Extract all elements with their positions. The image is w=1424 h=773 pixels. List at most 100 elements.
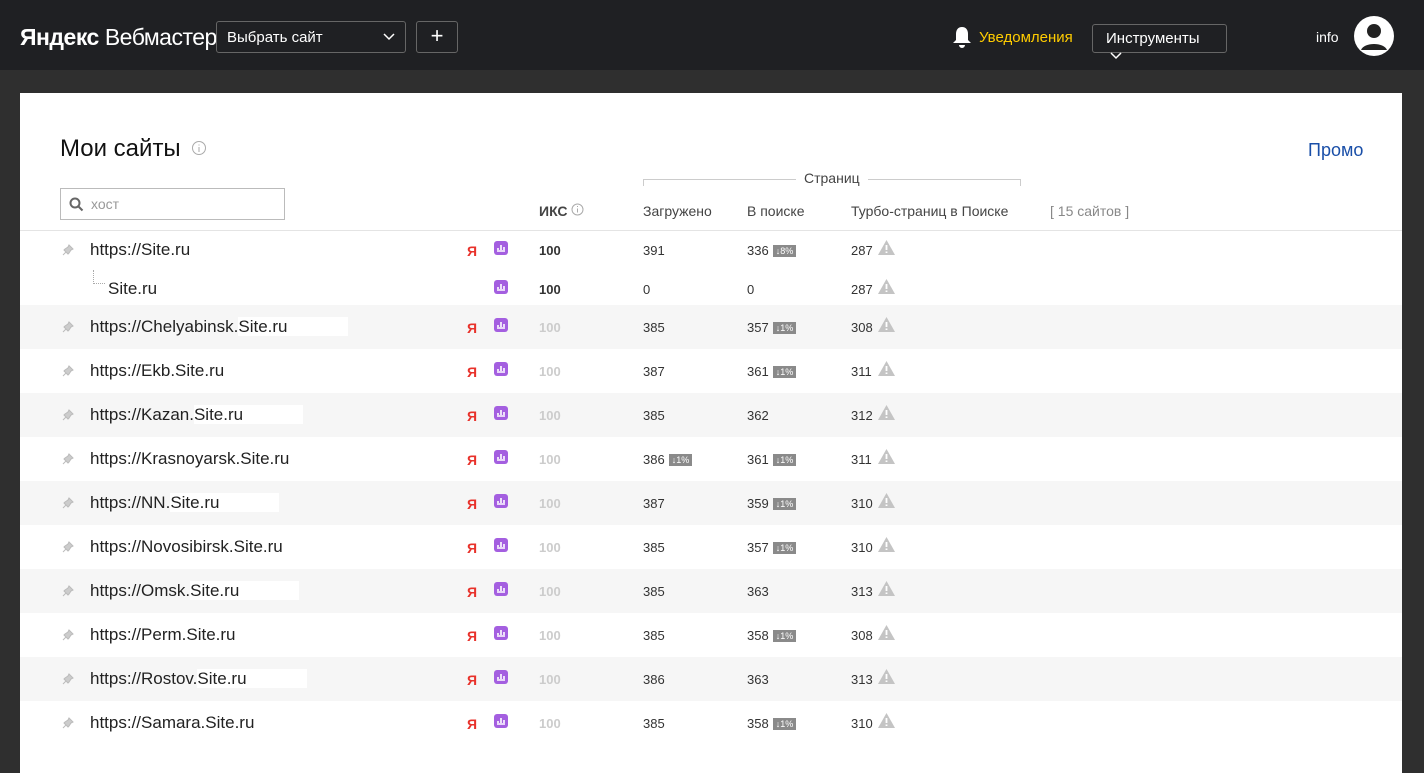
warning-icon[interactable] bbox=[877, 404, 896, 426]
pin-icon[interactable] bbox=[62, 716, 74, 734]
turbo-icon[interactable] bbox=[493, 581, 509, 602]
yandex-icon: Я bbox=[467, 716, 478, 732]
loaded-cell: 385 bbox=[643, 408, 665, 423]
user-name[interactable]: info bbox=[1316, 29, 1339, 45]
host-domain: Site.ru bbox=[190, 581, 300, 600]
turbo-header[interactable]: Турбо-страниц в Поиске bbox=[851, 203, 1009, 219]
turbo-icon[interactable] bbox=[493, 240, 509, 261]
promo-link[interactable]: Промо bbox=[1308, 140, 1364, 160]
warning-icon[interactable] bbox=[877, 624, 896, 646]
site-select[interactable]: Выбрать сайт bbox=[216, 21, 406, 53]
site-host[interactable]: https://Samara.Site.ru bbox=[90, 713, 315, 733]
loaded-value: 385 bbox=[643, 716, 665, 731]
pin-icon[interactable] bbox=[62, 243, 74, 261]
warning-icon[interactable] bbox=[877, 278, 896, 300]
turbo-cell: 311 bbox=[851, 452, 872, 467]
warning-icon[interactable] bbox=[877, 360, 896, 382]
site-host[interactable]: https://NN.Site.ru bbox=[90, 493, 280, 513]
tools-label: Инструменты bbox=[1106, 30, 1200, 47]
turbo-cell: 308 bbox=[851, 320, 873, 335]
host-search[interactable]: хост bbox=[60, 188, 285, 220]
warning-icon[interactable] bbox=[877, 668, 896, 690]
site-host[interactable]: https://Chelyabinsk.Site.ru bbox=[90, 317, 348, 337]
yandex-icon: Я bbox=[467, 452, 478, 468]
warning-icon[interactable] bbox=[877, 536, 896, 558]
turbo-icon[interactable] bbox=[493, 493, 509, 514]
yandex-icon: Я bbox=[467, 672, 478, 688]
pin-icon[interactable] bbox=[62, 320, 74, 338]
site-host[interactable]: https://Perm.Site.ru bbox=[90, 625, 296, 645]
turbo-icon[interactable] bbox=[493, 361, 509, 382]
site-host[interactable]: https://Omsk.Site.ru bbox=[90, 581, 300, 601]
warning-shape bbox=[878, 537, 895, 552]
site-host[interactable]: https://Ekb.Site.ru bbox=[90, 361, 285, 381]
site-host[interactable]: https://Kazan.Site.ru bbox=[90, 405, 304, 425]
pin-icon[interactable] bbox=[62, 540, 74, 558]
site-host[interactable]: Site.ru bbox=[108, 279, 218, 299]
pin-icon[interactable] bbox=[62, 452, 74, 470]
warning-icon[interactable] bbox=[877, 316, 896, 338]
pin-icon[interactable] bbox=[62, 496, 74, 514]
site-host[interactable]: https://Krasnoyarsk.Site.ru bbox=[90, 449, 350, 469]
warning-icon[interactable] bbox=[877, 712, 896, 734]
loaded-cell: 385 bbox=[643, 540, 665, 555]
host-domain: Site.ru bbox=[170, 493, 280, 512]
loaded-cell: 385 bbox=[643, 320, 665, 335]
tools-menu[interactable]: Инструменты bbox=[1092, 24, 1227, 60]
in-search-header[interactable]: В поиске bbox=[747, 203, 805, 219]
iks-value: 100 bbox=[539, 282, 561, 297]
turbo-cell: 308 bbox=[851, 628, 873, 643]
add-site-button[interactable]: + bbox=[416, 21, 458, 53]
site-row: https://NN.Site.ru Я 100 387 359 ↓1% 310 bbox=[20, 481, 1402, 525]
site-host[interactable]: https://Site.ru bbox=[90, 240, 251, 260]
turbo-icon[interactable] bbox=[493, 279, 509, 300]
warning-shape bbox=[878, 669, 895, 684]
info-icon[interactable] bbox=[571, 203, 584, 216]
turbo-shape bbox=[494, 538, 508, 552]
loaded-value: 385 bbox=[643, 320, 665, 335]
turbo-icon[interactable] bbox=[493, 669, 509, 690]
pin-icon[interactable] bbox=[62, 584, 74, 602]
turbo-icon[interactable] bbox=[493, 405, 509, 426]
pin-icon[interactable] bbox=[62, 672, 74, 690]
turbo-icon[interactable] bbox=[493, 713, 509, 734]
warning-icon[interactable] bbox=[877, 448, 896, 470]
loaded-value: 386 bbox=[643, 452, 665, 467]
warning-icon[interactable] bbox=[877, 239, 896, 261]
loaded-header[interactable]: Загружено bbox=[643, 203, 712, 219]
avatar[interactable] bbox=[1354, 16, 1394, 56]
site-host[interactable]: https://Rostov.Site.ru bbox=[90, 669, 307, 689]
in-search-cell: 358 ↓1% bbox=[747, 628, 797, 643]
turbo-icon[interactable] bbox=[493, 625, 509, 646]
turbo-value: 308 bbox=[851, 628, 873, 643]
pin-shape bbox=[62, 244, 74, 256]
turbo-value: 310 bbox=[851, 540, 873, 555]
warning-icon[interactable] bbox=[877, 580, 896, 602]
turbo-shape bbox=[494, 626, 508, 640]
turbo-cell: 313 bbox=[851, 584, 873, 599]
yandex-icon: Я bbox=[467, 243, 478, 259]
in-search-value: 362 bbox=[747, 408, 769, 423]
turbo-icon[interactable] bbox=[493, 449, 509, 470]
yandex-icon: Я bbox=[467, 364, 478, 380]
notifications[interactable]: Уведомления bbox=[979, 29, 1073, 46]
host-domain: Site.ru bbox=[186, 625, 296, 644]
warning-shape bbox=[878, 279, 895, 294]
warning-icon[interactable] bbox=[877, 492, 896, 514]
turbo-cell: 287 bbox=[851, 282, 873, 297]
pin-icon[interactable] bbox=[62, 628, 74, 646]
warning-shape bbox=[878, 449, 895, 464]
site-host[interactable]: https://Novosibirsk.Site.ru bbox=[90, 537, 343, 557]
info-icon[interactable] bbox=[191, 140, 207, 156]
turbo-value: 311 bbox=[851, 452, 872, 467]
turbo-icon[interactable] bbox=[493, 537, 509, 558]
pin-icon[interactable] bbox=[62, 364, 74, 382]
in-search-value: 357 bbox=[747, 320, 769, 335]
tree-connector bbox=[93, 270, 105, 284]
logo[interactable]: Яндекс Вебмастер bbox=[20, 24, 217, 51]
turbo-icon[interactable] bbox=[493, 317, 509, 338]
pin-icon[interactable] bbox=[62, 408, 74, 426]
pin-shape bbox=[62, 585, 74, 597]
host-domain: Site.ru bbox=[233, 537, 343, 556]
site-row: Site.ru 100 0 0 287 bbox=[20, 270, 1402, 305]
